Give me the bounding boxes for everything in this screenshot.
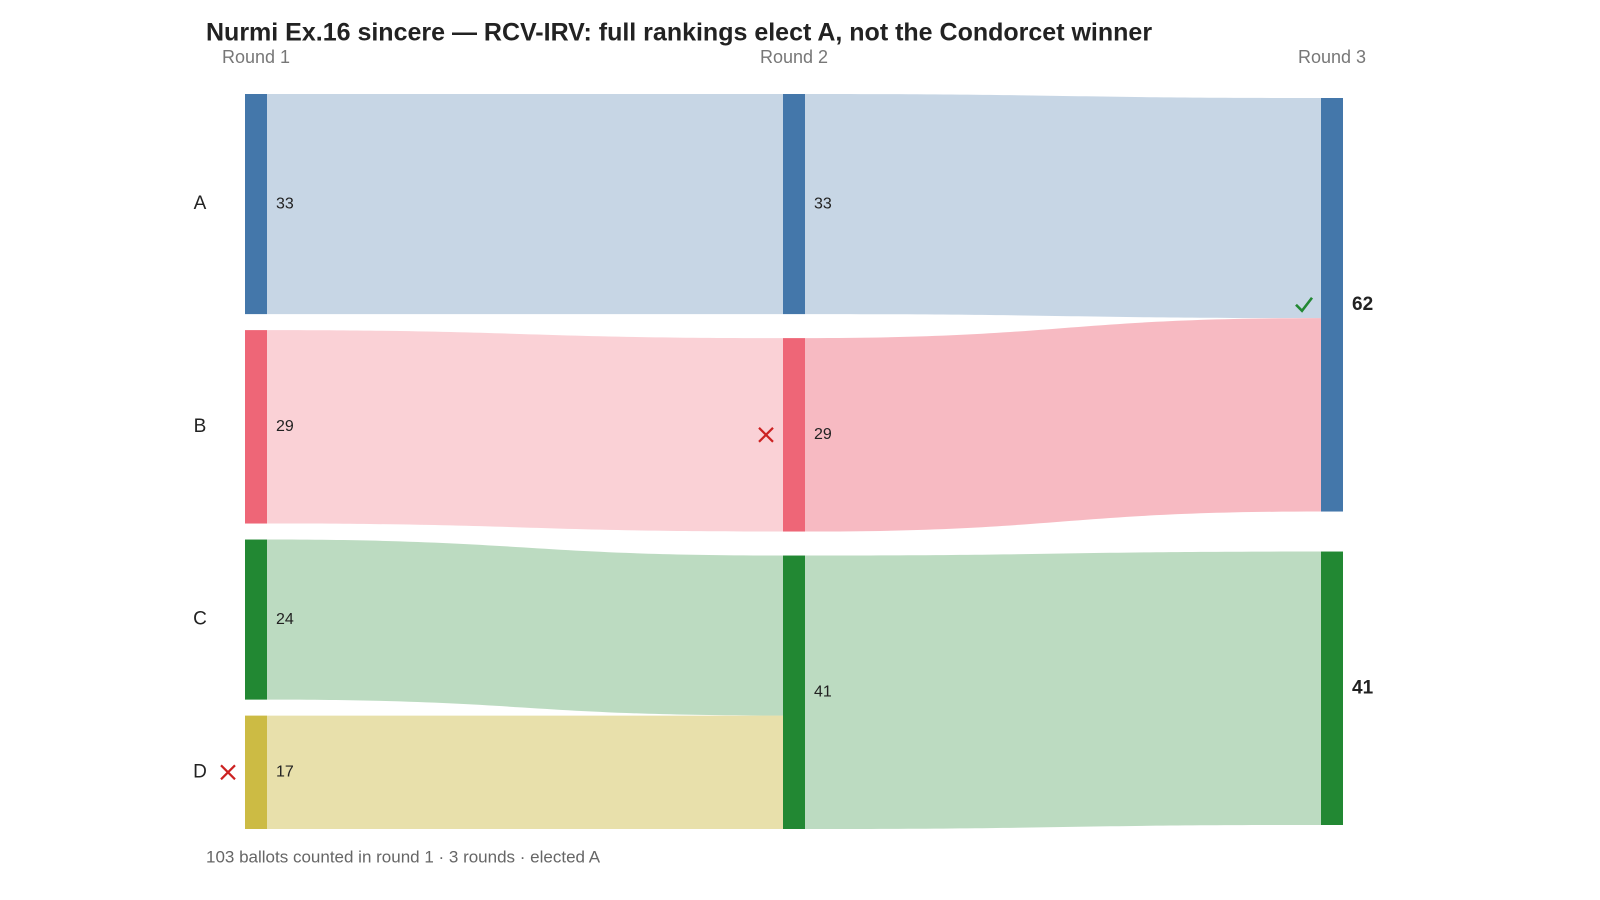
- final-count: 41: [1352, 677, 1374, 698]
- count-label: 29: [276, 418, 294, 435]
- node: [783, 338, 805, 532]
- footer: 103 ballots counted in round 1 · 3 round…: [206, 847, 601, 866]
- count-label: 24: [276, 611, 294, 628]
- count-label: 33: [276, 195, 294, 212]
- flow: [267, 715, 783, 829]
- node: [1321, 551, 1343, 825]
- node: [1321, 98, 1343, 512]
- links: [267, 94, 1321, 829]
- count-label: 17: [276, 764, 294, 781]
- count-label: 33: [814, 195, 832, 212]
- round-label: Round 3: [1298, 47, 1366, 67]
- count-label: 41: [814, 683, 832, 700]
- round-label: Round 2: [760, 47, 828, 67]
- candidate-label: D: [193, 761, 207, 782]
- candidate-label: A: [194, 193, 207, 214]
- node: [783, 555, 805, 829]
- elected-mark: [1295, 296, 1314, 313]
- flow: [267, 94, 783, 315]
- flow: [267, 330, 783, 532]
- chart-title: Nurmi Ex.16 sincere — RCV-IRV: full rank…: [206, 19, 1152, 47]
- final-count: 62: [1352, 294, 1373, 315]
- node: [245, 330, 267, 524]
- node: [245, 94, 267, 315]
- candidate-label: B: [194, 416, 207, 437]
- eliminated-mark: [758, 427, 774, 443]
- eliminated-mark: [220, 764, 236, 781]
- node: [783, 94, 805, 315]
- flow: [805, 318, 1321, 532]
- node: [245, 539, 267, 700]
- flow: [267, 539, 783, 716]
- nodes: [245, 94, 1343, 829]
- node: [245, 715, 267, 829]
- flow: [805, 551, 1321, 829]
- candidate-label: C: [193, 609, 207, 630]
- flow: [805, 94, 1321, 319]
- round-label: Round 1: [222, 47, 290, 67]
- count-label: 29: [814, 426, 832, 443]
